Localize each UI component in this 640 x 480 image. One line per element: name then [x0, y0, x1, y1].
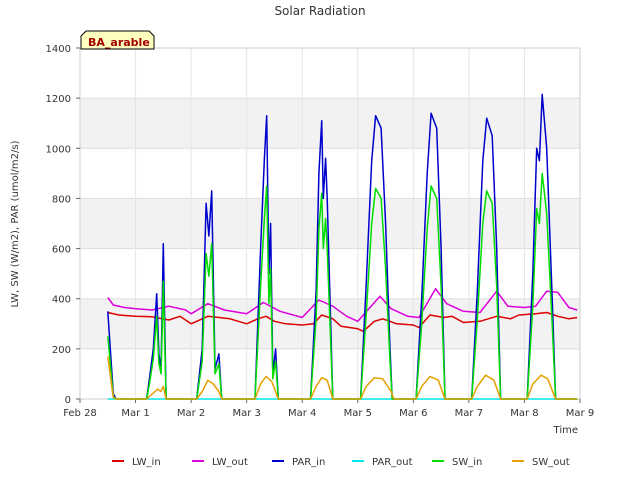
band [80, 198, 580, 249]
x-tick-label: Mar 4 [288, 408, 316, 419]
legend: LW_in LW_out PAR_in PAR_out SW_in SW_out [112, 457, 570, 468]
x-tick-label: Feb 28 [63, 408, 97, 419]
y-tick-label: 400 [52, 295, 71, 306]
series-line-sw-in [107, 172, 578, 400]
y-tick-label: 1400 [46, 44, 71, 55]
y-tick-label: 0 [65, 395, 71, 406]
legend-label: SW_in [452, 457, 482, 468]
x-tick-label: Mar 8 [510, 408, 538, 419]
x-tick-label: Mar 9 [566, 408, 594, 419]
x-tick-label: Mar 7 [455, 408, 483, 419]
x-axis-label: Time [553, 425, 578, 436]
site-label-text: BA_arable [88, 36, 150, 49]
legend-label: PAR_out [372, 457, 413, 468]
band [80, 98, 580, 149]
legend-label: SW_out [532, 457, 570, 468]
chart-title: Solar Radiation [274, 4, 365, 18]
y-tick-label: 1000 [46, 144, 71, 155]
site-label-badge: BA_arable [80, 30, 155, 50]
x-tick-label: Mar 1 [121, 408, 149, 419]
series-lines [107, 93, 578, 400]
x-tick-label: Mar 3 [232, 408, 260, 419]
legend-label: LW_out [212, 457, 248, 468]
y-tick-label: 600 [52, 245, 71, 256]
legend-label: PAR_in [292, 457, 325, 468]
site-label-box [80, 30, 155, 50]
x-tick-label: Mar 6 [399, 408, 427, 419]
legend-label: LW_in [132, 457, 161, 468]
y-tick-label: 200 [52, 345, 71, 356]
y-tick-label: 1200 [46, 94, 71, 105]
y-axis-label: LW, SW (W/m2), PAR (umol/m2/s) [10, 140, 21, 307]
series-line-lw-in [107, 311, 578, 333]
series-line-lw-out [107, 287, 578, 323]
x-tick-label: Mar 2 [177, 408, 205, 419]
y-tick-label: 800 [52, 194, 71, 205]
series-line-sw-out [107, 356, 578, 400]
x-tick-label: Mar 5 [344, 408, 372, 419]
y-axis-ticks: 0 200 400 600 800 1000 1200 1400 [46, 44, 80, 406]
x-axis-ticks: Feb 28 Mar 1 Mar 2 Mar 3 Mar 4 Mar 5 Mar 6 Mar … [63, 399, 594, 419]
